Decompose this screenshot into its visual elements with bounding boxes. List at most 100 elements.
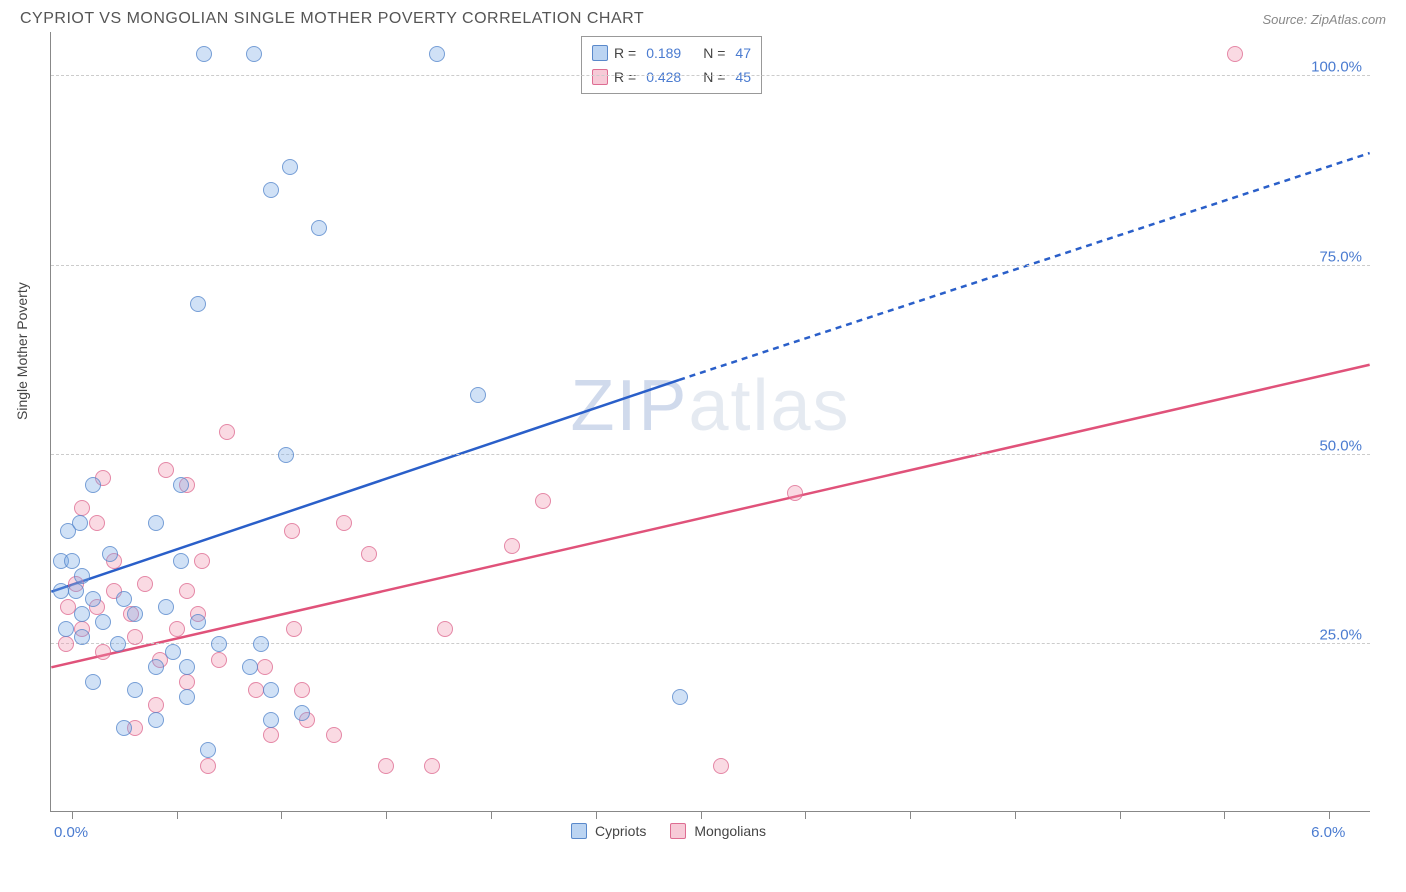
x-tick (386, 811, 387, 819)
data-point (85, 674, 101, 690)
data-point (311, 220, 327, 236)
data-point (278, 447, 294, 463)
data-point (179, 659, 195, 675)
x-tick (1224, 811, 1225, 819)
r-value: 0.428 (646, 65, 681, 89)
data-point (127, 606, 143, 622)
data-point (211, 636, 227, 652)
data-point (672, 689, 688, 705)
data-point (286, 621, 302, 637)
data-point (190, 296, 206, 312)
x-tick (72, 811, 73, 819)
data-point (116, 591, 132, 607)
x-tick-label: 6.0% (1311, 824, 1345, 841)
data-point (158, 462, 174, 478)
data-point (326, 727, 342, 743)
data-point (173, 477, 189, 493)
data-point (116, 720, 132, 736)
data-point (263, 712, 279, 728)
data-point (263, 182, 279, 198)
data-point (263, 682, 279, 698)
data-point (148, 697, 164, 713)
r-label: R = (614, 41, 636, 65)
series-legend: Cypriots Mongolians (571, 823, 766, 839)
data-point (263, 727, 279, 743)
y-axis-label: Single Mother Poverty (14, 282, 30, 420)
data-point (284, 523, 300, 539)
data-point (158, 599, 174, 615)
data-point (179, 689, 195, 705)
mongolians-label: Mongolians (694, 823, 766, 839)
data-point (72, 515, 88, 531)
data-point (64, 553, 80, 569)
n-value: 45 (735, 65, 751, 89)
n-label: N = (703, 41, 725, 65)
cypriots-label: Cypriots (595, 823, 646, 839)
grid-line (51, 75, 1370, 76)
data-point (148, 659, 164, 675)
data-point (787, 485, 803, 501)
data-point (535, 493, 551, 509)
data-point (127, 682, 143, 698)
data-point (294, 705, 310, 721)
data-point (179, 674, 195, 690)
x-tick (596, 811, 597, 819)
data-point (148, 712, 164, 728)
x-tick (491, 811, 492, 819)
x-tick (1015, 811, 1016, 819)
data-point (148, 515, 164, 531)
data-point (89, 515, 105, 531)
data-point (257, 659, 273, 675)
data-point (282, 159, 298, 175)
data-point (173, 553, 189, 569)
grid-line (51, 265, 1370, 266)
grid-line (51, 454, 1370, 455)
mongolians-swatch (670, 823, 686, 839)
r-value: 0.189 (646, 41, 681, 65)
data-point (53, 583, 69, 599)
y-tick-label: 25.0% (1319, 627, 1362, 644)
data-point (248, 682, 264, 698)
n-value: 47 (735, 41, 751, 65)
x-tick-label: 0.0% (54, 824, 88, 841)
data-point (95, 614, 111, 630)
data-point (242, 659, 258, 675)
n-label: N = (703, 65, 725, 89)
data-point (470, 387, 486, 403)
x-tick (910, 811, 911, 819)
data-point (504, 538, 520, 554)
x-tick (701, 811, 702, 819)
data-point (429, 46, 445, 62)
data-point (74, 606, 90, 622)
data-point (102, 546, 118, 562)
data-point (95, 644, 111, 660)
data-point (361, 546, 377, 562)
data-point (253, 636, 269, 652)
data-point (165, 644, 181, 660)
scatter-chart: ZIPatlas R = 0.189 N = 47 R = 0.428 N = … (50, 32, 1370, 812)
x-tick (1120, 811, 1121, 819)
data-point (110, 636, 126, 652)
cypriots-swatch (592, 45, 608, 61)
mongolians-swatch (592, 69, 608, 85)
x-tick (177, 811, 178, 819)
source-label: Source: ZipAtlas.com (1262, 12, 1386, 27)
data-point (85, 591, 101, 607)
data-point (336, 515, 352, 531)
data-point (713, 758, 729, 774)
data-point (219, 424, 235, 440)
grid-line (51, 643, 1370, 644)
r-label: R = (614, 65, 636, 89)
data-point (179, 583, 195, 599)
data-point (169, 621, 185, 637)
data-point (74, 568, 90, 584)
x-tick (805, 811, 806, 819)
watermark: ZIPatlas (570, 365, 850, 447)
data-point (1227, 46, 1243, 62)
data-point (437, 621, 453, 637)
data-point (378, 758, 394, 774)
data-point (74, 629, 90, 645)
data-point (200, 742, 216, 758)
data-point (196, 46, 212, 62)
data-point (194, 553, 210, 569)
